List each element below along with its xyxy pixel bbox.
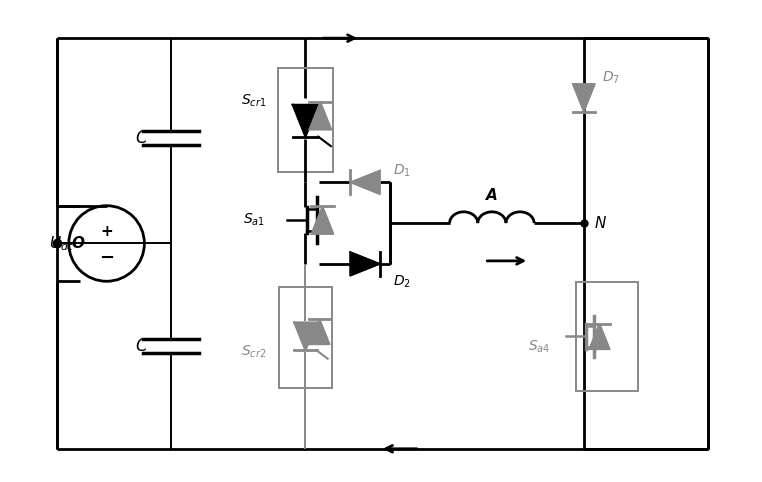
Polygon shape	[351, 252, 380, 276]
Text: $D_2$: $D_2$	[393, 274, 411, 290]
Text: $D_1$: $D_1$	[393, 162, 411, 179]
Polygon shape	[309, 102, 331, 130]
Text: $S_{cr1}$: $S_{cr1}$	[241, 93, 267, 109]
Polygon shape	[293, 105, 319, 136]
Text: $U_{dc}$: $U_{dc}$	[49, 234, 75, 253]
Text: $N$: $N$	[594, 215, 607, 231]
Polygon shape	[312, 206, 334, 234]
Text: $S_{cr2}$: $S_{cr2}$	[241, 343, 267, 360]
Text: $C$: $C$	[135, 337, 148, 355]
Bar	[277, 68, 333, 173]
Text: A: A	[486, 188, 498, 203]
Bar	[279, 287, 332, 388]
Polygon shape	[573, 84, 595, 112]
Text: $D_7$: $D_7$	[602, 70, 620, 86]
Text: $C$: $C$	[135, 129, 148, 147]
Text: −: −	[99, 249, 114, 268]
Text: O: O	[72, 236, 85, 251]
Polygon shape	[294, 322, 316, 350]
Bar	[576, 282, 638, 391]
Polygon shape	[309, 319, 330, 345]
Polygon shape	[351, 171, 380, 194]
Text: +: +	[101, 224, 113, 239]
Text: $S_{a1}$: $S_{a1}$	[243, 212, 264, 228]
Text: $S_{a4}$: $S_{a4}$	[528, 338, 550, 355]
Polygon shape	[589, 323, 610, 349]
